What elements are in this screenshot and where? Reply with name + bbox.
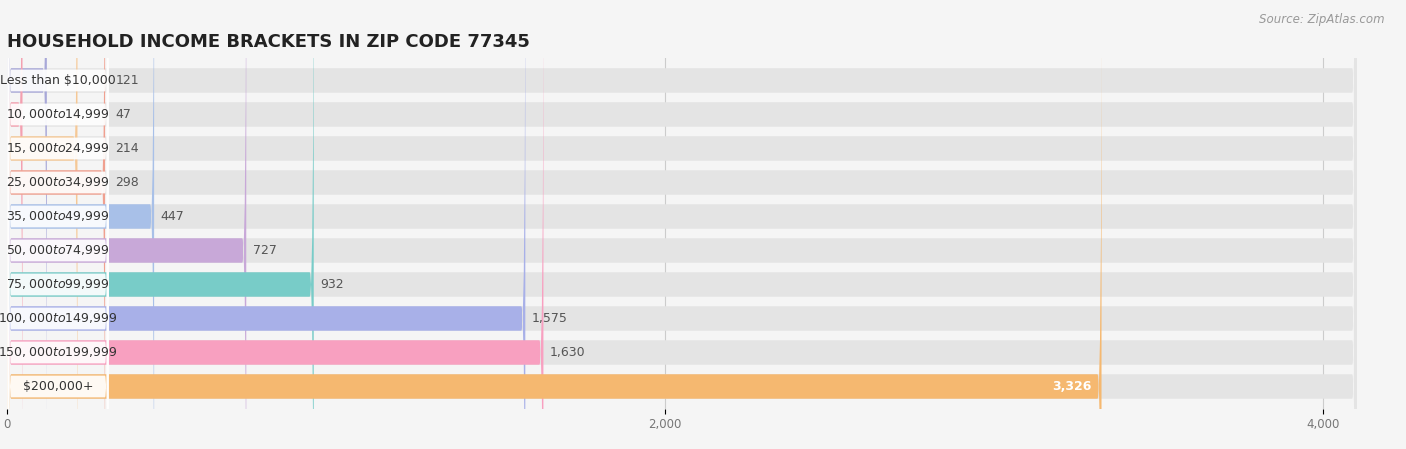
FancyBboxPatch shape [7, 0, 108, 449]
Text: 298: 298 [115, 176, 139, 189]
FancyBboxPatch shape [7, 0, 22, 449]
FancyBboxPatch shape [7, 0, 108, 449]
FancyBboxPatch shape [7, 57, 108, 449]
FancyBboxPatch shape [7, 0, 1101, 449]
FancyBboxPatch shape [7, 0, 314, 449]
Text: $150,000 to $199,999: $150,000 to $199,999 [0, 345, 118, 360]
Text: 214: 214 [115, 142, 139, 155]
Text: $25,000 to $34,999: $25,000 to $34,999 [6, 176, 110, 189]
FancyBboxPatch shape [7, 0, 108, 449]
Text: $35,000 to $49,999: $35,000 to $49,999 [6, 210, 110, 224]
Text: 3,326: 3,326 [1052, 380, 1091, 393]
FancyBboxPatch shape [7, 0, 108, 449]
FancyBboxPatch shape [7, 0, 155, 449]
FancyBboxPatch shape [7, 0, 1357, 449]
Text: 121: 121 [115, 74, 139, 87]
Text: 1,575: 1,575 [531, 312, 568, 325]
FancyBboxPatch shape [7, 0, 108, 444]
Text: 932: 932 [321, 278, 344, 291]
FancyBboxPatch shape [7, 0, 1357, 449]
FancyBboxPatch shape [7, 0, 1357, 449]
Text: $200,000+: $200,000+ [22, 380, 93, 393]
Text: Source: ZipAtlas.com: Source: ZipAtlas.com [1260, 13, 1385, 26]
Text: $75,000 to $99,999: $75,000 to $99,999 [6, 277, 110, 291]
Text: $50,000 to $74,999: $50,000 to $74,999 [6, 243, 110, 257]
Text: $15,000 to $24,999: $15,000 to $24,999 [6, 141, 110, 155]
FancyBboxPatch shape [7, 0, 46, 449]
Text: 47: 47 [115, 108, 132, 121]
FancyBboxPatch shape [7, 0, 1357, 449]
FancyBboxPatch shape [7, 0, 1357, 449]
FancyBboxPatch shape [7, 0, 108, 449]
FancyBboxPatch shape [7, 0, 105, 449]
Text: $100,000 to $149,999: $100,000 to $149,999 [0, 312, 118, 326]
FancyBboxPatch shape [7, 0, 1357, 449]
Text: Less than $10,000: Less than $10,000 [0, 74, 115, 87]
FancyBboxPatch shape [7, 0, 77, 449]
FancyBboxPatch shape [7, 0, 543, 449]
Text: HOUSEHOLD INCOME BRACKETS IN ZIP CODE 77345: HOUSEHOLD INCOME BRACKETS IN ZIP CODE 77… [7, 33, 530, 51]
FancyBboxPatch shape [7, 0, 526, 449]
FancyBboxPatch shape [7, 0, 1357, 449]
Text: 727: 727 [253, 244, 277, 257]
FancyBboxPatch shape [7, 0, 1357, 449]
FancyBboxPatch shape [7, 0, 1357, 449]
Text: 447: 447 [160, 210, 184, 223]
Text: $10,000 to $14,999: $10,000 to $14,999 [6, 107, 110, 122]
FancyBboxPatch shape [7, 0, 108, 449]
FancyBboxPatch shape [7, 0, 1357, 449]
Text: 1,630: 1,630 [550, 346, 586, 359]
FancyBboxPatch shape [7, 23, 108, 449]
FancyBboxPatch shape [7, 0, 246, 449]
FancyBboxPatch shape [7, 0, 108, 409]
